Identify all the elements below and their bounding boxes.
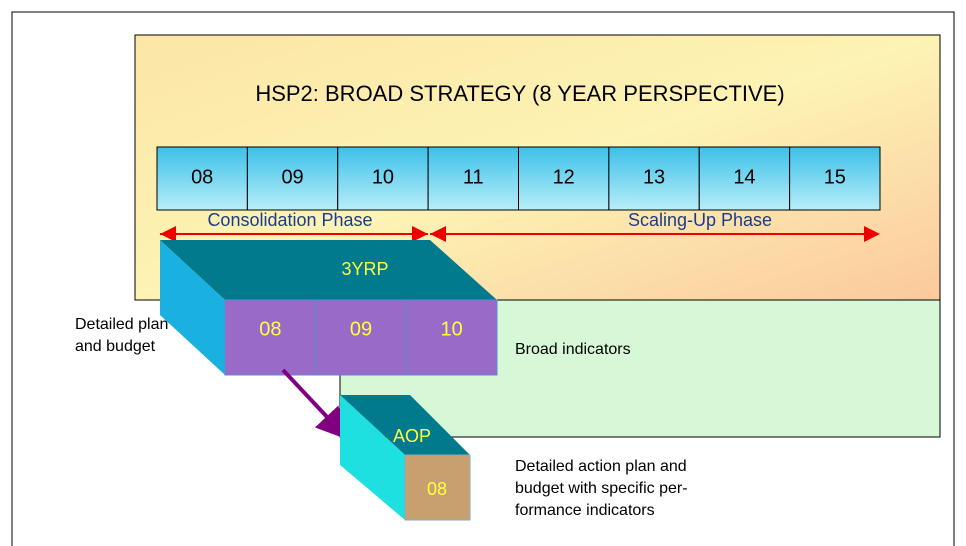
year-label: 14 [733,166,755,188]
link-arrow [281,368,349,440]
note: Detailed plan [75,316,168,333]
aop-year-cell [404,454,471,521]
year-row: 08 09 10 11 12 13 14 15 [156,146,881,211]
year-cell [789,146,881,211]
plan-year: 10 [441,318,463,340]
phase-label: Scaling-Up Phase [628,210,772,230]
year-label: 13 [643,166,665,188]
plan-year-cell [224,299,317,376]
plan-year-cell [315,299,407,376]
year-label: 15 [824,166,846,188]
block-top [160,240,497,300]
block-side [340,395,405,520]
year-cell [427,146,519,211]
note: Detailed action plan and [515,458,687,475]
block-label: 3YRP [341,259,388,279]
year-label: 09 [281,166,303,188]
outer-border [11,11,955,546]
year-label: 10 [372,166,394,188]
year-label: 11 [463,166,484,188]
year-cell [698,146,791,211]
note: formance indicators [515,502,655,519]
note: and budget [75,338,156,355]
block-label: AOP [393,426,431,446]
year-label: 12 [553,166,575,188]
title: HSP2: BROAD STRATEGY (8 YEAR PERSPECTIVE… [255,81,784,106]
note: Broad indicators [515,341,631,358]
plan-years: 08 09 10 [224,299,498,376]
block-side [160,240,225,375]
aop-year: 08 [427,479,447,499]
block-top [340,395,470,455]
note: budget with specific per- [515,480,688,497]
year-cell [608,146,700,211]
plan-year-cell [405,299,498,376]
year-cell [156,146,248,211]
plan-year: 08 [259,318,281,340]
year-label: 08 [191,166,213,188]
phase-label: Consolidation Phase [207,210,372,230]
plan-year: 09 [350,318,372,340]
